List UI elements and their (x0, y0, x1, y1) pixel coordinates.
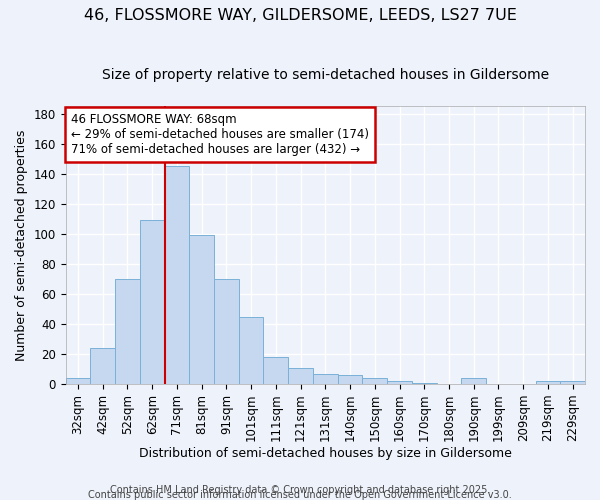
Bar (338, 375, 362, 384)
X-axis label: Distribution of semi-detached houses by size in Gildersome: Distribution of semi-detached houses by … (139, 447, 512, 460)
Text: Contains HM Land Registry data © Crown copyright and database right 2025.: Contains HM Land Registry data © Crown c… (110, 485, 490, 495)
Bar (536, 381, 560, 384)
Bar (461, 378, 486, 384)
Bar (164, 166, 190, 384)
Bar (387, 381, 412, 384)
Bar (115, 279, 140, 384)
Title: Size of property relative to semi-detached houses in Gildersome: Size of property relative to semi-detach… (102, 68, 549, 82)
Bar (140, 220, 164, 384)
Bar (65, 378, 91, 384)
Bar (214, 279, 239, 384)
Bar (313, 374, 338, 384)
Bar (263, 357, 288, 384)
Bar (91, 348, 115, 384)
Bar (412, 382, 437, 384)
Bar (362, 378, 387, 384)
Bar (560, 381, 585, 384)
Text: Contains public sector information licensed under the Open Government Licence v3: Contains public sector information licen… (88, 490, 512, 500)
Bar (288, 368, 313, 384)
Bar (239, 316, 263, 384)
Text: 46 FLOSSMORE WAY: 68sqm
← 29% of semi-detached houses are smaller (174)
71% of s: 46 FLOSSMORE WAY: 68sqm ← 29% of semi-de… (71, 113, 369, 156)
Y-axis label: Number of semi-detached properties: Number of semi-detached properties (15, 130, 28, 361)
Bar (190, 236, 214, 384)
Text: 46, FLOSSMORE WAY, GILDERSOME, LEEDS, LS27 7UE: 46, FLOSSMORE WAY, GILDERSOME, LEEDS, LS… (83, 8, 517, 22)
